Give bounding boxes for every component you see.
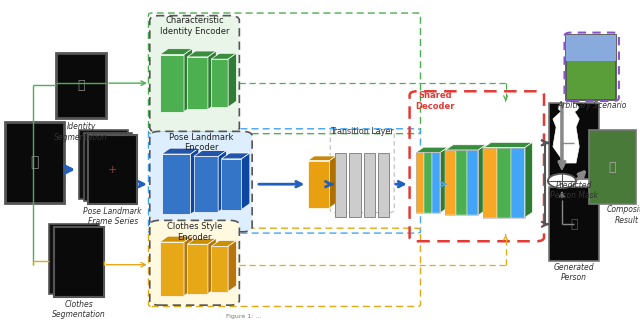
Text: Figure 1: ...: Figure 1: ... <box>225 314 261 319</box>
Polygon shape <box>228 241 236 291</box>
Text: Arbitrary Scenario: Arbitrary Scenario <box>557 101 627 110</box>
Bar <box>349 153 360 217</box>
Text: Characteristic
Identity Encoder: Characteristic Identity Encoder <box>160 16 229 36</box>
Polygon shape <box>160 49 193 54</box>
Polygon shape <box>416 147 448 153</box>
Polygon shape <box>188 57 208 110</box>
Polygon shape <box>424 153 432 213</box>
Polygon shape <box>330 156 336 208</box>
Polygon shape <box>228 53 236 107</box>
Polygon shape <box>188 51 216 57</box>
Text: 🧑: 🧑 <box>608 161 616 174</box>
Text: 👤: 👤 <box>77 79 85 92</box>
Text: Pose Landmark
Frame Series: Pose Landmark Frame Series <box>83 207 142 227</box>
Polygon shape <box>208 238 216 294</box>
Text: Generated
Person: Generated Person <box>554 263 595 283</box>
Text: 🧑: 🧑 <box>570 218 578 231</box>
Polygon shape <box>483 148 497 217</box>
Polygon shape <box>191 148 199 215</box>
Polygon shape <box>497 148 511 217</box>
Bar <box>56 53 106 118</box>
Polygon shape <box>160 242 184 296</box>
Text: Composite
Result: Composite Result <box>607 205 640 225</box>
Bar <box>364 153 375 217</box>
Text: Predicted
Person Mask: Predicted Person Mask <box>550 181 598 200</box>
Polygon shape <box>445 145 486 150</box>
Polygon shape <box>456 150 467 215</box>
Polygon shape <box>211 53 236 59</box>
Polygon shape <box>525 142 532 217</box>
Polygon shape <box>440 147 448 213</box>
Bar <box>84 133 132 201</box>
Bar <box>54 227 104 297</box>
Circle shape <box>558 102 579 113</box>
Bar <box>335 153 346 217</box>
Bar <box>566 35 616 100</box>
Text: Clothes
Segmentation: Clothes Segmentation <box>52 300 106 319</box>
Polygon shape <box>211 246 228 291</box>
Polygon shape <box>194 151 227 156</box>
Polygon shape <box>188 244 208 294</box>
Polygon shape <box>194 156 218 212</box>
Text: 🧑: 🧑 <box>30 156 39 169</box>
Bar <box>79 130 128 199</box>
Text: Identity
Segmentation: Identity Segmentation <box>54 122 108 142</box>
Text: Pose Landmark
Encoder: Pose Landmark Encoder <box>170 133 234 153</box>
Polygon shape <box>478 145 486 215</box>
Text: Shared
Decoder: Shared Decoder <box>415 91 455 111</box>
Polygon shape <box>467 150 478 215</box>
FancyBboxPatch shape <box>150 16 239 132</box>
Bar <box>566 35 616 61</box>
Bar <box>589 130 636 204</box>
Polygon shape <box>432 153 440 213</box>
FancyBboxPatch shape <box>150 131 252 232</box>
Polygon shape <box>218 151 227 212</box>
Polygon shape <box>445 150 456 215</box>
Bar <box>549 187 599 261</box>
Polygon shape <box>208 51 216 110</box>
Polygon shape <box>162 154 191 215</box>
Polygon shape <box>241 153 250 210</box>
Bar <box>549 103 599 179</box>
Polygon shape <box>308 161 330 208</box>
Polygon shape <box>162 148 199 154</box>
Polygon shape <box>184 49 193 111</box>
Bar <box>5 122 64 203</box>
Polygon shape <box>308 156 336 161</box>
Polygon shape <box>188 238 216 244</box>
Text: +: + <box>108 165 117 174</box>
Polygon shape <box>416 153 424 213</box>
Polygon shape <box>160 54 184 111</box>
Polygon shape <box>184 236 193 296</box>
Polygon shape <box>553 109 579 163</box>
Polygon shape <box>221 153 250 159</box>
Polygon shape <box>483 142 532 148</box>
Polygon shape <box>160 236 193 242</box>
Polygon shape <box>211 59 228 107</box>
Bar <box>378 153 389 217</box>
Bar <box>88 135 137 204</box>
FancyBboxPatch shape <box>150 220 239 305</box>
Polygon shape <box>211 241 236 246</box>
Bar <box>49 224 99 294</box>
Polygon shape <box>221 159 241 210</box>
Polygon shape <box>511 148 525 217</box>
Text: Transition Layer: Transition Layer <box>330 127 394 136</box>
Text: Clothes Style
Encoder: Clothes Style Encoder <box>167 222 222 242</box>
Circle shape <box>548 174 576 188</box>
